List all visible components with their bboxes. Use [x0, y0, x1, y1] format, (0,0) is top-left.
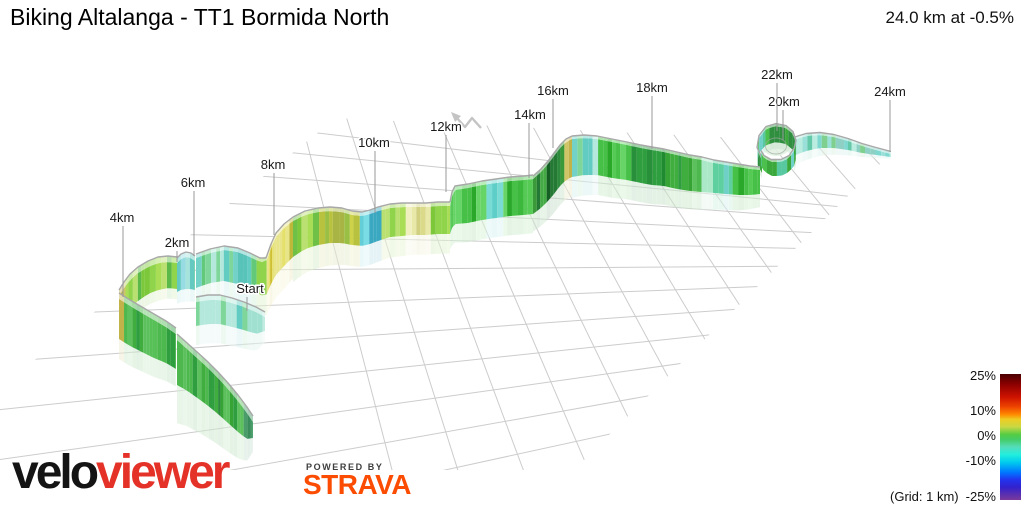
strava-logo: STRAVA	[303, 469, 411, 500]
gradient-legend-bar	[1000, 374, 1021, 500]
km-marker-label: 16km	[537, 83, 569, 98]
powered-by-label: POWERED BY	[306, 462, 384, 472]
grid-note: (Grid: 1 km)	[890, 489, 959, 504]
km-marker-label: 6km	[181, 175, 206, 190]
km-marker-label: 22km	[761, 67, 793, 82]
route-ribbon-segment	[118, 292, 177, 387]
km-marker-label: 20km	[768, 94, 800, 109]
veloviewer-logo-viewer: viewer	[96, 446, 230, 499]
km-marker-label: 4km	[110, 210, 135, 225]
km-marker-label: 12km	[430, 119, 462, 134]
km-marker-label: 10km	[358, 135, 390, 150]
route-ribbon-segment	[792, 131, 892, 166]
legend-tick: -10%	[965, 453, 996, 468]
veloviewer-logo: veloviewer	[12, 446, 230, 499]
veloviewer-logo-velo: velo	[12, 446, 99, 499]
route-summary: 24.0 km at -0.5%	[885, 8, 1014, 27]
route-ribbon-segment	[571, 134, 761, 211]
route-ribbon-segment	[195, 294, 266, 351]
legend-tick: 25%	[969, 368, 996, 383]
legend-tick: -25%	[965, 489, 996, 504]
route-ribbon-segment	[449, 174, 534, 250]
page-title: Biking Altalanga - TT1 Bormida North	[10, 4, 390, 30]
legend-grid-note-row: (Grid: 1 km) -25%	[890, 489, 996, 504]
route-ribbon-segment	[292, 201, 450, 283]
legend-tick: 0%	[977, 428, 996, 443]
route-ribbon-segment	[760, 148, 795, 176]
km-marker-label: 18km	[636, 80, 668, 95]
route-ribbon-segment	[176, 333, 254, 461]
km-marker-label: 24km	[874, 84, 906, 99]
route-ribbon-segment	[532, 135, 573, 232]
legend-tick: 10%	[969, 403, 996, 418]
km-marker-label: 2km	[165, 235, 190, 250]
km-marker-label: 14km	[514, 107, 546, 122]
km-marker-label: Start	[236, 281, 264, 296]
distance-markers: Start 2km 4km 6km 8km 10km 12km 14km 16km 18km 20k…	[108, 66, 907, 311]
km-marker-label: 8km	[261, 157, 286, 172]
loop-inner-rim	[765, 137, 787, 155]
route-ribbon-segment	[176, 251, 196, 304]
north-arrow-icon	[451, 112, 482, 129]
